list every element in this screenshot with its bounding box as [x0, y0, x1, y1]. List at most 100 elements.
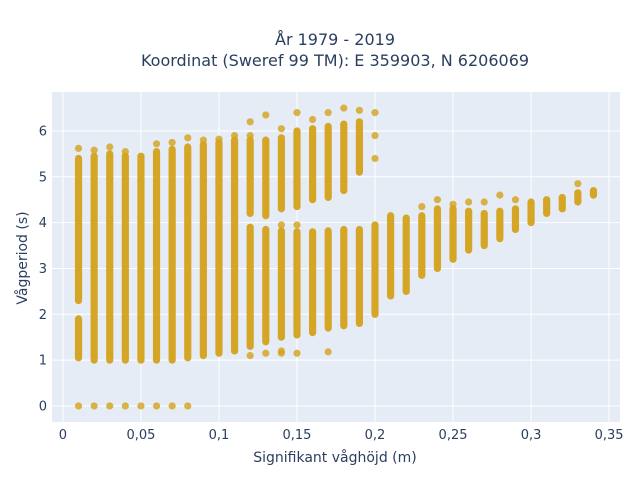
scatter-point [496, 191, 504, 199]
scatter-point [511, 196, 520, 204]
scatter-point [168, 138, 176, 147]
chart-title-line1: År 1979 - 2019 [275, 30, 395, 49]
scatter-point-band [340, 120, 348, 195]
scatter-point-band [199, 141, 207, 360]
y-tick-label: 3 [39, 262, 47, 277]
scatter-point [465, 198, 473, 206]
scatter-point-band [558, 193, 566, 213]
x-tick-label: 0,25 [439, 428, 468, 443]
scatter-point-band [589, 186, 598, 199]
scatter-point-band [527, 198, 535, 227]
x-axis-label: Signifikant våghöjd (m) [253, 449, 416, 466]
y-tick-label: 5 [39, 170, 47, 185]
scatter-point [574, 180, 582, 188]
y-tick-label: 6 [39, 124, 47, 139]
scatter-point-band [90, 152, 98, 364]
scatter-point-band [574, 189, 582, 206]
x-tick-label: 0,15 [283, 428, 312, 443]
y-tick-label: 0 [39, 399, 47, 414]
scatter-point-band [511, 205, 520, 234]
scatter-point-band [293, 127, 301, 211]
scatter-point [74, 402, 83, 410]
scatter-point-band [74, 154, 83, 305]
scatter-point [152, 140, 161, 148]
scatter-point-band [543, 196, 551, 218]
scatter-point-band [496, 207, 504, 243]
scatter-point-band [246, 223, 254, 350]
tick-label-layer: 0 0,05 0,1 0,15 0,2 0,25 0,3 0,35 0 1 2 3 4 5 6 [39, 124, 624, 443]
scatter-point-band [308, 228, 317, 337]
scatter-point-band [324, 227, 332, 332]
y-tick-label: 4 [39, 216, 47, 231]
scatter-point [293, 221, 301, 229]
scatter-point-band [262, 225, 270, 346]
scatter-point [324, 109, 332, 117]
plot-area [52, 92, 620, 422]
scatter-point-band [152, 147, 161, 364]
scatter-point [277, 347, 285, 355]
scatter-point-band [74, 315, 83, 362]
scatter-point [246, 351, 254, 360]
scatter-point [371, 131, 379, 140]
scatter-point-band [277, 227, 285, 341]
scatter-point [480, 198, 488, 206]
scatter-point-band [230, 136, 239, 355]
scatter-point [121, 147, 129, 156]
scatter-point-band [355, 225, 364, 328]
scatter-point-band [433, 205, 442, 273]
x-tick-label: 0,35 [595, 428, 624, 443]
scatter-point-band [355, 118, 364, 176]
scatter-point [277, 221, 285, 229]
scatter-point-band [262, 136, 270, 220]
scatter-point [215, 135, 223, 143]
scatter-point [371, 154, 379, 163]
scatter-point [152, 402, 161, 410]
scatter-point [371, 109, 379, 117]
scatter-point [106, 402, 114, 410]
scatter-point-band [387, 212, 395, 300]
scatter-point-band [293, 228, 301, 339]
scatter-point-band [480, 209, 488, 250]
chart-title-line2: Koordinat (Sweref 99 TM): E 359903, N 62… [141, 51, 529, 70]
scatter-point-band [168, 145, 176, 364]
scatter-point [246, 118, 254, 126]
scatter-point [230, 131, 239, 140]
scatter-point [199, 136, 207, 144]
y-axis-label: Vågperiod (s) [14, 211, 31, 304]
scatter-point [106, 143, 114, 151]
x-tick-label: 0,2 [365, 428, 386, 443]
scatter-point [262, 111, 270, 119]
scatter-point-band [106, 150, 114, 364]
y-tick-label: 1 [39, 354, 47, 369]
scatter-point [449, 200, 457, 208]
y-tick-label: 2 [39, 308, 47, 323]
scatter-point-band [449, 205, 457, 263]
scatter-point [308, 115, 317, 124]
scatter-point-band [215, 138, 223, 357]
scatter-point [418, 202, 426, 211]
scatter-point [90, 146, 98, 154]
scatter-point [184, 134, 192, 142]
scatter-point [355, 106, 364, 114]
scatter-point [433, 196, 442, 204]
scatter-point-band [308, 125, 317, 204]
scatter-point [90, 402, 98, 410]
scatter-point-band [184, 143, 192, 362]
x-tick-label: 0,05 [126, 428, 155, 443]
scatter-point [121, 402, 129, 410]
scatter-point-band [402, 214, 410, 295]
scatter-point-band [324, 122, 332, 202]
scatter-point-band [465, 207, 473, 254]
scatter-point [74, 144, 83, 152]
scatter-point [168, 402, 176, 410]
x-tick-label: 0,3 [521, 428, 542, 443]
x-tick-label: 0 [59, 428, 67, 443]
scatter-point [293, 109, 301, 117]
scatter-point [262, 349, 270, 357]
scatter-point-band [246, 136, 254, 218]
scatter-point [340, 104, 348, 112]
scatter-point-band [418, 212, 426, 279]
scatter-point-band [277, 134, 285, 213]
